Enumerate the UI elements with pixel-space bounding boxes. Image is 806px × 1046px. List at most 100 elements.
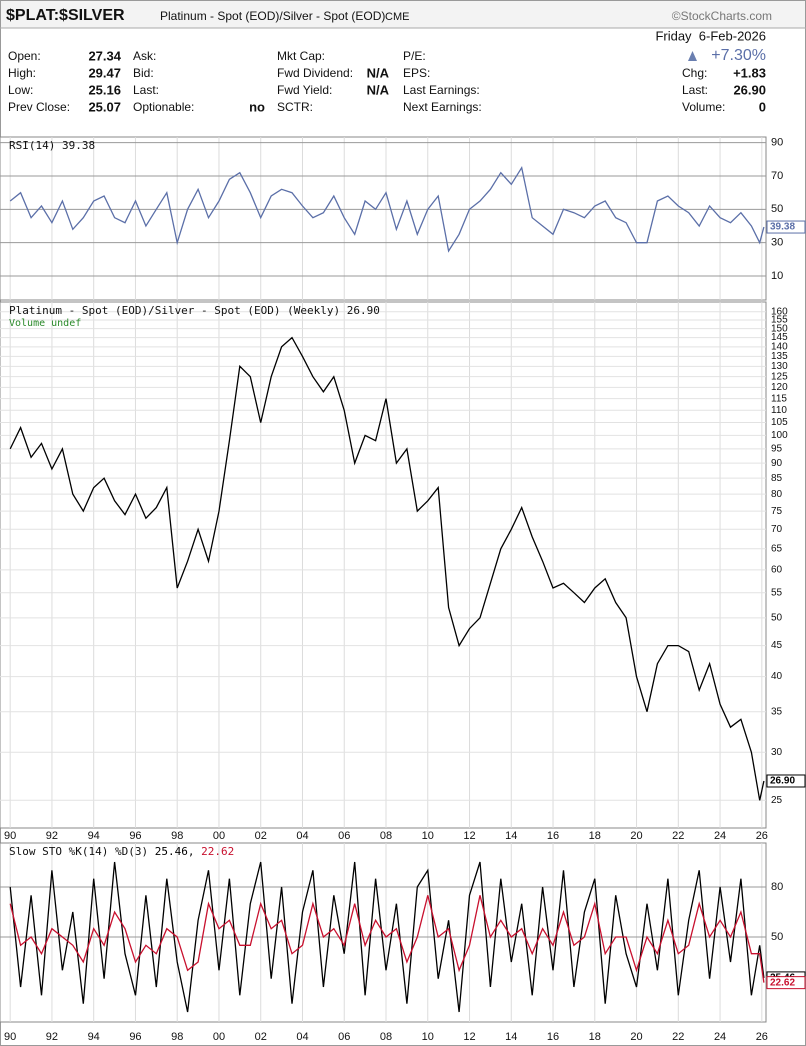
field-label: Last:	[133, 83, 159, 97]
y-tick-label: 10	[771, 270, 783, 282]
panel-legend: RSI(14) 39.38	[9, 139, 95, 152]
field-label: Bid:	[133, 66, 154, 80]
x-tick-label: 10	[422, 1031, 434, 1043]
x-tick-label: 94	[88, 1031, 100, 1043]
x-tick-label: 22	[672, 830, 684, 842]
field-label: Prev Close:	[8, 100, 70, 114]
legend-name: Platinum - Spot (EOD)/Silver - Spot (EOD…	[9, 304, 340, 317]
field-value: 0	[759, 99, 766, 114]
y-tick-label: 65	[771, 543, 783, 554]
series-line	[9, 895, 765, 983]
x-tick-label: 10	[422, 830, 434, 842]
x-tick-label: 20	[630, 1031, 642, 1043]
x-tick-label: 18	[589, 830, 601, 842]
y-tick-label: 115	[771, 393, 787, 404]
panel-legend: Slow STO %K(14) %D(3) 25.46, 22.62	[9, 845, 234, 858]
volume-label: Volume undef	[9, 318, 81, 329]
y-tick-label: 90	[771, 137, 783, 149]
x-tick-label: 06	[338, 1031, 350, 1043]
y-tick-label: 125	[771, 371, 788, 382]
field-label: Volume:	[682, 100, 725, 114]
field-label: Fwd Yield:	[277, 83, 332, 97]
x-tick-label: 02	[255, 1031, 267, 1043]
y-tick-label: 150	[771, 323, 788, 334]
x-tick-label: 96	[129, 1031, 141, 1043]
y-tick-label: 30	[771, 747, 783, 758]
field-label: Last Earnings:	[403, 83, 480, 97]
panel-title: Slow STO	[9, 845, 62, 858]
field-value: +1.83	[733, 65, 766, 80]
field-label: Next Earnings:	[403, 100, 482, 114]
legend-name: %D(3)	[115, 845, 148, 858]
y-tick-label: 95	[771, 444, 783, 455]
series-line	[9, 336, 765, 801]
field-label: SCTR:	[277, 100, 313, 114]
x-tick-label: 12	[463, 830, 475, 842]
last-value-box	[766, 774, 806, 788]
last-value: 26.90	[770, 776, 795, 787]
legend-name: %K(14)	[69, 845, 109, 858]
field-label: Low:	[8, 83, 33, 97]
y-tick-label: 160	[771, 306, 788, 317]
y-tick-label: 60	[771, 564, 783, 575]
field-value: 27.34	[88, 48, 121, 63]
y-tick-label: 40	[771, 671, 783, 682]
legend-value: 39.38	[62, 139, 95, 152]
field-value: N/A	[367, 82, 390, 97]
x-tick-label: 02	[255, 830, 267, 842]
date: Friday 6-Feb-2026	[655, 28, 766, 43]
exchange: CME	[385, 11, 409, 23]
x-tick-label: 04	[296, 1031, 308, 1043]
x-tick-label: 90	[4, 830, 16, 842]
x-tick-label: 22	[672, 1031, 684, 1043]
x-tick-label: 90	[4, 1031, 16, 1043]
x-tick-label: 98	[171, 830, 183, 842]
field-value: 25.07	[88, 99, 121, 114]
y-tick-label: 100	[771, 430, 788, 441]
x-tick-label: 16	[547, 1031, 559, 1043]
field-label: EPS:	[403, 66, 430, 80]
x-tick-label: 92	[46, 1031, 58, 1043]
y-tick-label: 90	[771, 458, 783, 469]
x-tick-label: 96	[129, 830, 141, 842]
last-value: 39.38	[770, 222, 795, 233]
brand: ©StockCharts.com	[672, 9, 772, 23]
y-tick-label: 30	[771, 237, 783, 249]
y-tick-label: 55	[771, 587, 783, 598]
x-tick-label: 92	[46, 830, 58, 842]
field-value: no	[249, 99, 265, 114]
description: Platinum - Spot (EOD)/Silver - Spot (EOD…	[160, 9, 385, 23]
legend-value: 26.90	[347, 304, 380, 317]
x-tick-label: 14	[505, 1031, 517, 1043]
y-tick-label: 155	[771, 315, 788, 326]
y-tick-label: 110	[771, 405, 787, 416]
y-tick-label: 130	[771, 361, 788, 372]
y-tick-label: 75	[771, 506, 783, 517]
legend-value: 22.62	[201, 845, 234, 858]
y-tick-label: 70	[771, 170, 783, 182]
field-value: N/A	[367, 65, 390, 80]
y-tick-label: 105	[771, 417, 788, 428]
y-tick-label: 25	[771, 795, 783, 806]
field-label: High:	[8, 66, 36, 80]
field-value: 29.47	[88, 65, 121, 80]
symbol: $PLAT:$SILVER	[6, 7, 125, 24]
panel	[0, 301, 767, 829]
x-tick-label: 20	[630, 830, 642, 842]
x-tick-label: 98	[171, 1031, 183, 1043]
y-tick-label: 85	[771, 473, 783, 484]
x-tick-label: 08	[380, 1031, 392, 1043]
y-tick-label: 70	[771, 524, 783, 535]
x-tick-label: 24	[714, 1031, 726, 1043]
change-pct: +7.30%	[711, 47, 766, 64]
field-label: Fwd Dividend:	[277, 66, 353, 80]
legend-value: 25.46	[155, 845, 188, 858]
last-value: 22.62	[770, 977, 795, 988]
panel-title: RSI(14)	[9, 139, 55, 152]
y-tick-label: 50	[771, 612, 783, 623]
field-label: P/E:	[403, 49, 426, 63]
x-tick-label: 00	[213, 830, 225, 842]
y-tick-label: 80	[771, 881, 783, 893]
last-value-box	[766, 976, 806, 990]
